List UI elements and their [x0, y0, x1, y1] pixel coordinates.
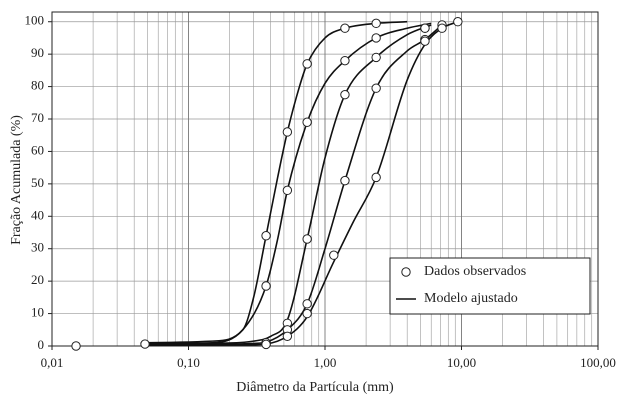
data-point	[371, 18, 381, 29]
data-point	[420, 23, 430, 33]
y-axis-title: Fração Acumulada (%)	[9, 115, 24, 245]
data-point	[302, 299, 312, 309]
data-point	[371, 33, 381, 43]
y-tick-label: 100	[25, 13, 45, 28]
data-point	[302, 308, 312, 319]
plot-frame	[51, 11, 599, 347]
x-axis-title: Diâmetro da Partícula (mm)	[236, 380, 394, 395]
y-tick-label: 40	[31, 207, 44, 222]
fitted-line	[141, 20, 408, 344]
data-point	[282, 185, 293, 196]
data-point	[302, 234, 312, 244]
data-point	[437, 23, 447, 33]
data-point	[340, 175, 350, 186]
data-point	[140, 339, 150, 349]
fitted-line	[141, 24, 443, 346]
data-point	[371, 172, 381, 183]
legend-label: Dados observados	[424, 264, 526, 279]
data-point	[302, 117, 312, 127]
data-point	[282, 127, 293, 137]
data-point	[282, 331, 293, 341]
y-tick-label: 80	[31, 78, 44, 93]
data-point	[371, 52, 381, 63]
x-tick-label: 100,00	[580, 355, 616, 370]
legend-marker	[401, 267, 411, 277]
fitted-line	[141, 24, 432, 346]
data-point	[261, 281, 271, 291]
y-tick-label: 30	[31, 240, 44, 255]
data-point	[340, 55, 350, 66]
data-point	[340, 89, 350, 100]
data-point	[371, 83, 381, 93]
x-tick-label: 0,10	[177, 355, 200, 370]
legend-box	[389, 257, 591, 315]
legend: Dados observados Modelo ajustado	[389, 257, 591, 315]
legend-label: Modelo ajustado	[424, 291, 518, 306]
y-tick-label: 60	[31, 142, 44, 157]
data-point	[340, 23, 350, 33]
y-tick-label: 0	[38, 337, 45, 352]
data-point	[420, 36, 430, 46]
data-point	[71, 341, 81, 351]
data-point	[261, 339, 271, 350]
data-point	[329, 250, 339, 260]
y-tick-label: 70	[31, 110, 44, 125]
y-tick-label: 50	[31, 175, 44, 190]
y-tick-label: 90	[31, 45, 44, 60]
data-point	[453, 17, 463, 27]
x-tick-label: 1,00	[314, 355, 337, 370]
fitted-line	[141, 22, 432, 345]
data-point	[302, 59, 312, 69]
y-tick-label: 20	[31, 272, 44, 287]
x-tick-label: 0,01	[41, 355, 64, 370]
x-tick-label: 10,00	[447, 355, 476, 370]
data-point	[261, 231, 271, 241]
y-tick-label: 10	[31, 305, 44, 320]
